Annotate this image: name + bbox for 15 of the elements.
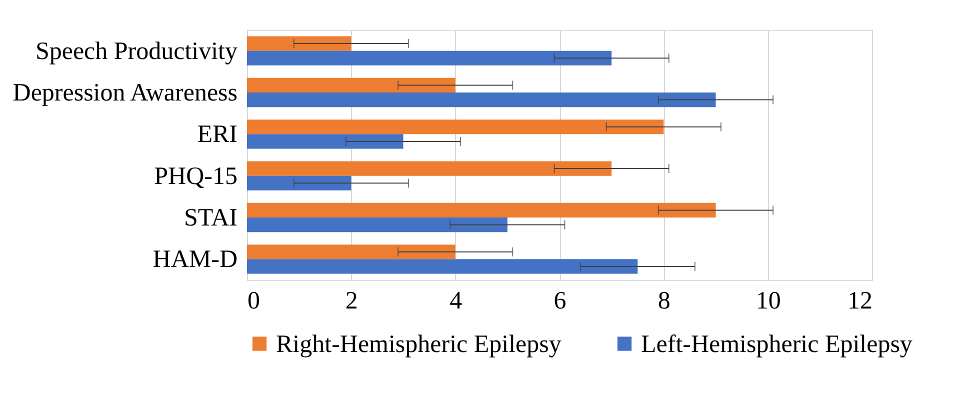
x-tick-label: 12 [848,288,872,314]
x-tick-label: 6 [554,288,566,314]
x-tick-label: 0 [248,288,260,314]
y-tick-label: PHQ-15 [154,162,238,190]
y-tick-label: ERI [197,121,238,148]
legend-label: Right-Hemispheric Epilepsy [276,330,562,358]
x-tick-label: 4 [450,288,463,314]
x-tick-label: 2 [345,288,358,314]
legend-label: Left-Hemispheric Epilepsy [641,330,913,358]
y-tick-label: Depression Awareness [12,80,238,106]
y-tick-label: STAI [184,204,238,232]
x-tick-label: 10 [756,288,781,314]
x-tick-label: 8 [658,288,670,314]
y-tick-label: HAM-D [152,246,238,274]
y-tick-label: Speech Productivity [35,38,238,65]
